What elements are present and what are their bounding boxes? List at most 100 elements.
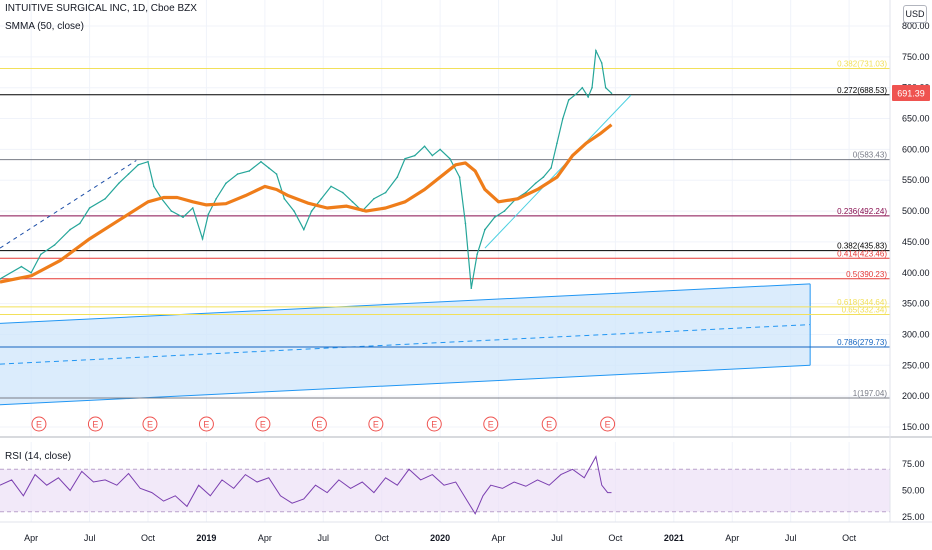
time-tick-label: Apr [725, 533, 739, 543]
earnings-event-icon [87, 416, 103, 432]
price-point [373, 197, 375, 200]
earnings-event-label: E [546, 420, 552, 430]
price-point [542, 176, 545, 178]
price-point [525, 191, 527, 194]
price-point [404, 157, 406, 160]
price-point [303, 228, 305, 231]
time-tick-label: Jul [84, 533, 96, 543]
price-point [275, 173, 278, 175]
price-point [484, 228, 486, 231]
price-point [236, 173, 239, 175]
price-point [153, 185, 155, 188]
price-point [476, 253, 478, 256]
time-tick-label: Oct [141, 533, 156, 543]
earnings-event-label: E [260, 420, 266, 430]
price-point [215, 197, 217, 200]
price-point [439, 148, 441, 151]
price-point [396, 176, 399, 178]
channel-upper-line [0, 283, 811, 324]
currency-unit-button[interactable]: USD [903, 5, 927, 23]
rsi-tick-label: 50.00 [902, 486, 925, 496]
earnings-event-label: E [316, 420, 322, 430]
price-line [0, 48, 612, 289]
earnings-event-icon [31, 416, 47, 432]
price-point [88, 207, 91, 209]
price-tick-label: 150.00 [902, 422, 930, 432]
earnings-event-icon [483, 416, 499, 432]
price-point [248, 170, 251, 172]
price-point [40, 253, 42, 256]
fib-level-label: 0.618(344.64) [837, 298, 887, 307]
fib-level-label: 0.382(731.03) [837, 60, 887, 69]
fib-level-label: 0.382(435.83) [837, 242, 887, 251]
price-point [320, 197, 323, 200]
price-point [556, 142, 558, 145]
rsi-line [0, 455, 612, 515]
time-tick-label: Oct [375, 533, 390, 543]
time-tick-label: Oct [842, 533, 857, 543]
time-tick-label: 2019 [196, 533, 216, 543]
chart-title: INTUITIVE SURGICAL INC, 1D, Cboe BZX [5, 3, 197, 14]
fib-level-label: 0.272(688.53) [837, 86, 887, 95]
time-tick-label: 2021 [664, 533, 684, 543]
price-point [127, 173, 130, 175]
earnings-event-label: E [92, 420, 98, 430]
price-point [182, 216, 184, 219]
price-point [449, 157, 451, 160]
earnings-event-label: E [147, 420, 153, 430]
trendline [0, 160, 137, 249]
price-point [581, 86, 584, 89]
last-price-label: 691.39 [897, 89, 925, 99]
price-tick-label: 650.00 [902, 114, 930, 124]
price-point [170, 210, 173, 212]
trendline [484, 94, 632, 249]
price-point [260, 160, 262, 163]
indicator-label[interactable]: SMMA (50, close) [5, 21, 84, 32]
price-point [293, 210, 295, 212]
price-point [431, 154, 434, 157]
price-tick-label: 300.00 [902, 329, 930, 339]
price-point [591, 86, 593, 89]
smma-line [0, 123, 613, 284]
price-point [341, 191, 344, 194]
price-point [562, 117, 564, 120]
rsi-label[interactable]: RSI (14, close) [5, 451, 72, 462]
price-point [600, 62, 603, 64]
time-tick-label: 2020 [430, 533, 450, 543]
price-point [550, 167, 552, 169]
price-point [414, 154, 416, 157]
earnings-event-icon [142, 416, 158, 432]
price-point [534, 182, 537, 185]
price-tick-label: 450.00 [902, 237, 930, 247]
price-point [595, 49, 597, 52]
price-point [310, 210, 313, 212]
earnings-event-icon [541, 416, 557, 432]
price-point [137, 164, 140, 166]
rsi-tick-label: 75.00 [902, 459, 925, 469]
price-point [20, 265, 23, 268]
price-tick-label: 200.00 [902, 391, 930, 401]
earnings-event-icon [198, 416, 214, 432]
price-tick-label: 500.00 [902, 206, 930, 216]
price-point [464, 222, 467, 225]
price-point [567, 99, 570, 101]
channel-middle-line [0, 324, 811, 365]
time-tick-label: Apr [24, 533, 38, 543]
price-point [610, 92, 613, 95]
price-tick-label: 250.00 [902, 360, 930, 370]
price-point [192, 207, 194, 209]
price-point [604, 86, 607, 89]
price-point [147, 160, 149, 163]
earnings-event-label: E [605, 420, 611, 430]
price-tick-label: 400.00 [902, 268, 930, 278]
price-tick-label: 750.00 [902, 52, 930, 62]
earnings-event-icon [600, 416, 616, 432]
price-point [225, 182, 227, 185]
fib-level-label: 0.414(423.46) [837, 249, 887, 258]
time-tick-label: Jul [318, 533, 330, 543]
earnings-event-icon [426, 416, 442, 432]
price-point [117, 182, 120, 185]
price-point [201, 238, 204, 240]
rsi-band-fill [0, 469, 890, 512]
